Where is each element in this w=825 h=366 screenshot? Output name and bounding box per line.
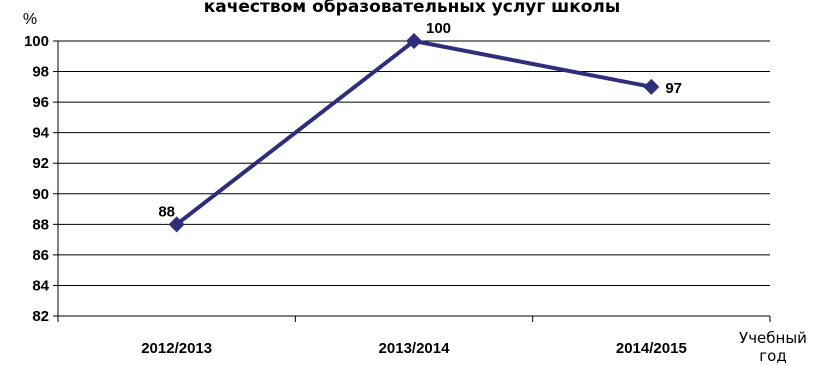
y-tick-label: 82 bbox=[32, 308, 49, 325]
x-tick-label: 2013/2014 bbox=[379, 340, 451, 357]
x-axis-label-line2: год bbox=[759, 347, 786, 365]
y-tick-labels: 82 84 86 88 90 92 94 96 98 100 bbox=[24, 33, 50, 325]
data-markers bbox=[168, 33, 660, 233]
y-tick-label: 88 bbox=[32, 216, 49, 233]
chart-title: качеством образовательных услуг школы bbox=[204, 0, 621, 17]
data-point-marker bbox=[643, 78, 660, 95]
axes bbox=[57, 41, 771, 322]
x-tick-label: 2012/2013 bbox=[141, 340, 212, 357]
data-point-marker bbox=[406, 33, 422, 49]
data-label: 88 bbox=[158, 203, 175, 220]
x-tick-labels: 2012/2013 2013/2014 2014/2015 bbox=[141, 340, 687, 357]
x-axis-label-line1: Учебный bbox=[739, 329, 807, 347]
data-label: 100 bbox=[426, 20, 451, 37]
y-tick-label: 96 bbox=[32, 94, 49, 111]
y-tick-label: 86 bbox=[32, 247, 49, 264]
y-tick-label: 92 bbox=[32, 155, 49, 172]
y-tick-label: 90 bbox=[32, 186, 49, 203]
y-tick-label: 98 bbox=[32, 64, 49, 81]
data-labels: 88 100 97 bbox=[158, 20, 682, 220]
data-label: 97 bbox=[665, 80, 682, 97]
y-tick-label: 84 bbox=[32, 277, 49, 294]
x-tick-label: 2014/2015 bbox=[616, 340, 687, 357]
gridlines bbox=[53, 40, 770, 317]
y-tick-label: 100 bbox=[24, 33, 49, 50]
data-point-marker bbox=[168, 216, 185, 233]
y-tick-label: 94 bbox=[32, 125, 49, 142]
y-axis-label: % bbox=[23, 11, 37, 28]
